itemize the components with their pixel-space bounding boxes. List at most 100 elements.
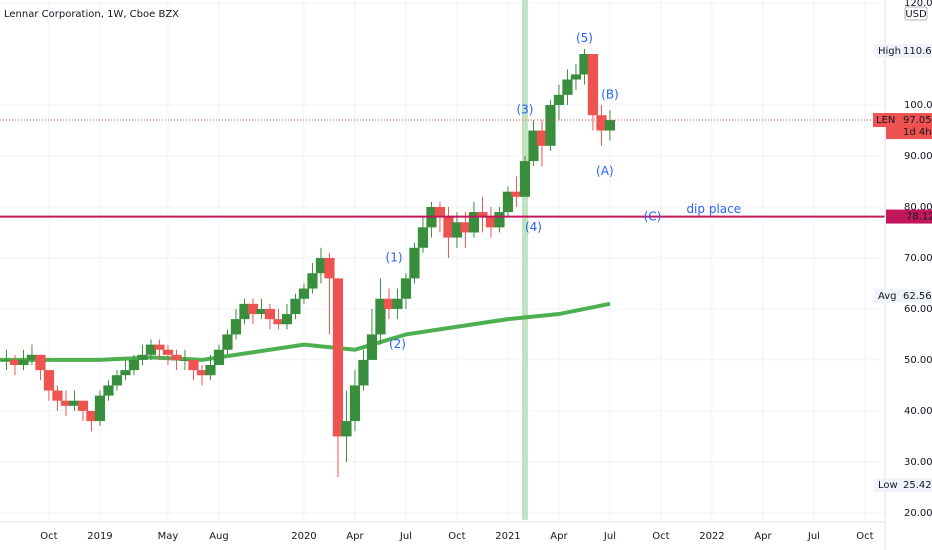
price-axis	[885, 0, 932, 550]
annotation: (5)	[576, 31, 593, 45]
annotation: (4)	[525, 220, 542, 234]
annotation: (B)	[601, 87, 619, 101]
annotation: (2)	[389, 337, 406, 351]
y-tick-label: 60.00	[904, 304, 932, 315]
candle-body	[596, 115, 607, 131]
stat-name: Low	[878, 480, 898, 491]
candle-body	[528, 130, 539, 162]
candle-body	[9, 359, 21, 366]
candle-body	[349, 385, 361, 422]
y-tick-label: 90.00	[904, 151, 932, 162]
candle-body	[179, 359, 191, 361]
candle-body	[511, 191, 522, 197]
candle-body	[341, 421, 352, 437]
candle-body	[553, 94, 565, 106]
annotation: (1)	[386, 250, 403, 264]
candle-body	[562, 79, 573, 95]
currency: USD	[905, 9, 927, 20]
candle-body	[26, 354, 38, 360]
candle-body	[171, 354, 182, 360]
candle-body	[332, 278, 344, 437]
chart-title: Lennar Corporation, 1W, Cboe BZX	[4, 9, 179, 20]
x-tick-label: Oct	[652, 531, 669, 542]
candle-body	[162, 349, 174, 355]
symbol-bg	[873, 113, 895, 128]
candle-body	[443, 217, 454, 238]
candle-body	[434, 206, 446, 218]
candle-body	[213, 349, 225, 366]
candle-body	[502, 191, 514, 213]
candle-body	[239, 303, 250, 320]
countdown: 1d 4h	[903, 127, 932, 138]
candle-body	[536, 130, 548, 146]
x-tick-label: Oct	[40, 531, 57, 542]
candle-body	[409, 247, 420, 279]
x-tick-label: Aug	[209, 531, 229, 542]
x-tick-label: Jul	[807, 531, 820, 542]
candle-body	[154, 344, 165, 350]
stat-value: 110.61	[903, 46, 932, 57]
x-tick-label: 2019	[87, 531, 112, 542]
candle-body	[120, 370, 131, 376]
symbol: LEN	[876, 115, 895, 126]
x-tick-label: Jul	[399, 531, 412, 542]
candle-body	[77, 400, 89, 411]
candle-body	[247, 303, 259, 315]
annotation: (A)	[596, 164, 614, 178]
candle-body	[324, 257, 335, 279]
annotation: (C)	[644, 210, 662, 224]
stat-name: Avg	[878, 291, 897, 302]
stat-value: 62.56	[903, 291, 932, 302]
candle-body	[205, 365, 216, 376]
hline-label-bg	[886, 209, 932, 224]
candle-body	[519, 161, 531, 197]
x-tick-label: Jul	[603, 531, 616, 542]
candle-body	[366, 334, 378, 360]
candle-body	[579, 54, 590, 75]
candle-body	[273, 319, 284, 325]
currency-box	[904, 6, 928, 21]
annotation: (3)	[516, 103, 533, 117]
candle-body	[60, 400, 72, 406]
candle-body	[570, 74, 582, 80]
candle-body	[188, 359, 199, 371]
candle-body	[468, 212, 480, 233]
candle-body	[103, 385, 114, 396]
candle-body	[604, 120, 616, 131]
y-tick-label: 40.00	[904, 406, 932, 417]
x-tick-label: Apr	[754, 531, 772, 542]
candle-body	[485, 217, 497, 228]
x-tick-label: Apr	[346, 531, 364, 542]
candle-body	[69, 400, 80, 406]
y-tick-label: 20.00	[904, 508, 932, 519]
candle-body	[137, 354, 148, 360]
candle-body	[290, 298, 301, 315]
candle-body	[587, 54, 599, 116]
y-tick-label: 80.00	[904, 202, 932, 213]
candle-body	[358, 359, 369, 386]
y-tick-label: 50.00	[904, 355, 932, 366]
candle-body	[86, 410, 97, 422]
candle-body	[281, 314, 293, 325]
candle-body	[545, 105, 556, 146]
y-tick-label: 30.00	[904, 457, 932, 468]
candle-body	[264, 308, 276, 320]
candle-body	[392, 298, 403, 309]
candle-body	[145, 344, 157, 355]
candle-body	[128, 359, 140, 371]
candle-body	[460, 222, 471, 233]
x-tick-label: Oct	[448, 531, 465, 542]
candle-body	[256, 308, 267, 315]
candle-body	[375, 298, 386, 335]
y-tick-label: 70.00	[904, 253, 932, 264]
candle-body	[1, 359, 12, 361]
candle-body	[94, 395, 106, 422]
stat-bg	[874, 43, 932, 58]
highlight-band	[521, 0, 528, 520]
stat-name: High	[878, 46, 901, 57]
candle-body	[383, 298, 395, 309]
candle-body	[400, 278, 412, 299]
candle-body	[298, 288, 310, 299]
